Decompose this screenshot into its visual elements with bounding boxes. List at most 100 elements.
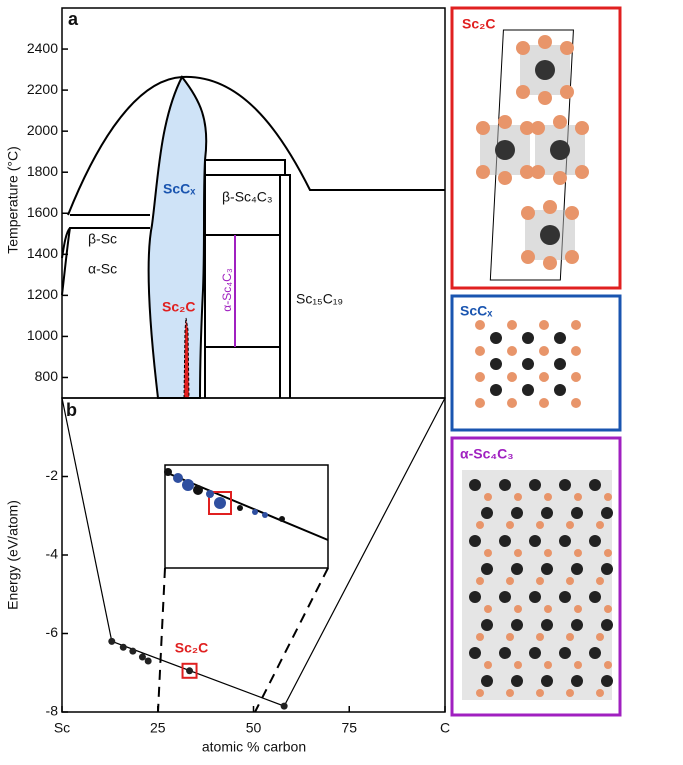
phase-label: β-Sc₄C₃ [222, 189, 273, 205]
y-tick-label: 2000 [27, 122, 58, 138]
y-tick-label: 2200 [27, 81, 58, 97]
atom-sc [538, 91, 552, 105]
atom-sc [531, 121, 545, 135]
atom-c [589, 591, 601, 603]
boundary [61, 159, 291, 398]
atom-sc [514, 661, 522, 669]
atom-sc [516, 85, 530, 99]
atom-sc [536, 521, 544, 529]
y-axis-label: Energy (eV/atom) [5, 500, 21, 610]
atom-sc [475, 346, 485, 356]
inset-point [164, 468, 172, 476]
atom-c [554, 332, 566, 344]
atom-sc [507, 398, 517, 408]
atom-sc [553, 115, 567, 129]
atom-c [481, 619, 493, 631]
y-tick-label: -6 [46, 624, 59, 640]
atom-sc [506, 521, 514, 529]
atom-c [571, 563, 583, 575]
atom-sc [539, 320, 549, 330]
scc-region [147, 75, 208, 399]
atom-sc [475, 372, 485, 382]
atom-sc [536, 577, 544, 585]
atom-c [541, 675, 553, 687]
atom-sc [574, 549, 582, 557]
atom-sc [596, 521, 604, 529]
y-tick-label: 1800 [27, 163, 58, 179]
y-tick-label: 1600 [27, 204, 58, 220]
atom-sc [521, 206, 535, 220]
y-tick-label: 1400 [27, 245, 58, 261]
structure-frame [450, 294, 622, 432]
panel-label: a [68, 9, 79, 29]
structure-label: Sc₂C [462, 16, 495, 32]
x-tick-label: 25 [150, 720, 166, 736]
atom-c [522, 384, 534, 396]
atom-sc [539, 346, 549, 356]
atom-sc [476, 121, 490, 135]
atom-c [490, 358, 502, 370]
atom-sc [484, 605, 492, 613]
atom-sc [574, 605, 582, 613]
atom-sc [566, 521, 574, 529]
atom-sc [560, 85, 574, 99]
atom-sc [604, 493, 612, 501]
atom-sc [476, 577, 484, 585]
atom-c [601, 507, 613, 519]
atom-c [529, 479, 541, 491]
phase-label: α-Sc₄C₃ [220, 268, 234, 312]
atom-sc [484, 661, 492, 669]
phase-label: ScCₓ [163, 181, 196, 197]
y-tick-label: 2400 [27, 40, 58, 56]
y-tick-label: 800 [35, 368, 59, 384]
inset [157, 464, 329, 713]
atom-sc [575, 121, 589, 135]
atom-sc [544, 549, 552, 557]
atom-sc [506, 689, 514, 697]
atom-sc [507, 320, 517, 330]
atom-sc [538, 35, 552, 49]
atom-c [540, 225, 560, 245]
y-tick-label: 1200 [27, 286, 58, 302]
phase-label: Sc₂C [162, 299, 195, 315]
atom-sc [571, 372, 581, 382]
atom-c [601, 563, 613, 575]
atom-sc [506, 577, 514, 585]
atom-sc [543, 256, 557, 270]
x-tick-label: 50 [246, 720, 262, 736]
atom-sc [514, 605, 522, 613]
zoom-line [157, 567, 166, 713]
point [108, 637, 116, 645]
inset-highlight [208, 491, 232, 515]
x-tick-label: 75 [341, 720, 357, 736]
atom-sc [507, 372, 517, 382]
atom-sc [520, 165, 534, 179]
hull-line [61, 397, 446, 707]
point [144, 657, 152, 665]
atom-c [469, 591, 481, 603]
atom-c [481, 563, 493, 575]
structure-label: α-Sc₄C₃ [460, 446, 514, 462]
y-tick-label: -4 [46, 546, 59, 562]
atom-c [541, 507, 553, 519]
zoom-line [254, 567, 329, 713]
inset-point [252, 509, 258, 515]
atom-c [589, 479, 601, 491]
atom-sc [536, 633, 544, 641]
atom-sc [536, 689, 544, 697]
atom-c [550, 140, 570, 160]
atom-sc [475, 398, 485, 408]
atom-c [541, 563, 553, 575]
atom-c [522, 332, 534, 344]
atom-sc [514, 493, 522, 501]
liquidus [67, 75, 445, 216]
atom-sc [475, 320, 485, 330]
point [280, 702, 288, 710]
atom-sc [476, 689, 484, 697]
atom-c [499, 535, 511, 547]
atom-c [541, 619, 553, 631]
phase-label: Sc₁₅C₁₉ [296, 291, 343, 307]
atom-sc [566, 633, 574, 641]
atom-sc [565, 250, 579, 264]
